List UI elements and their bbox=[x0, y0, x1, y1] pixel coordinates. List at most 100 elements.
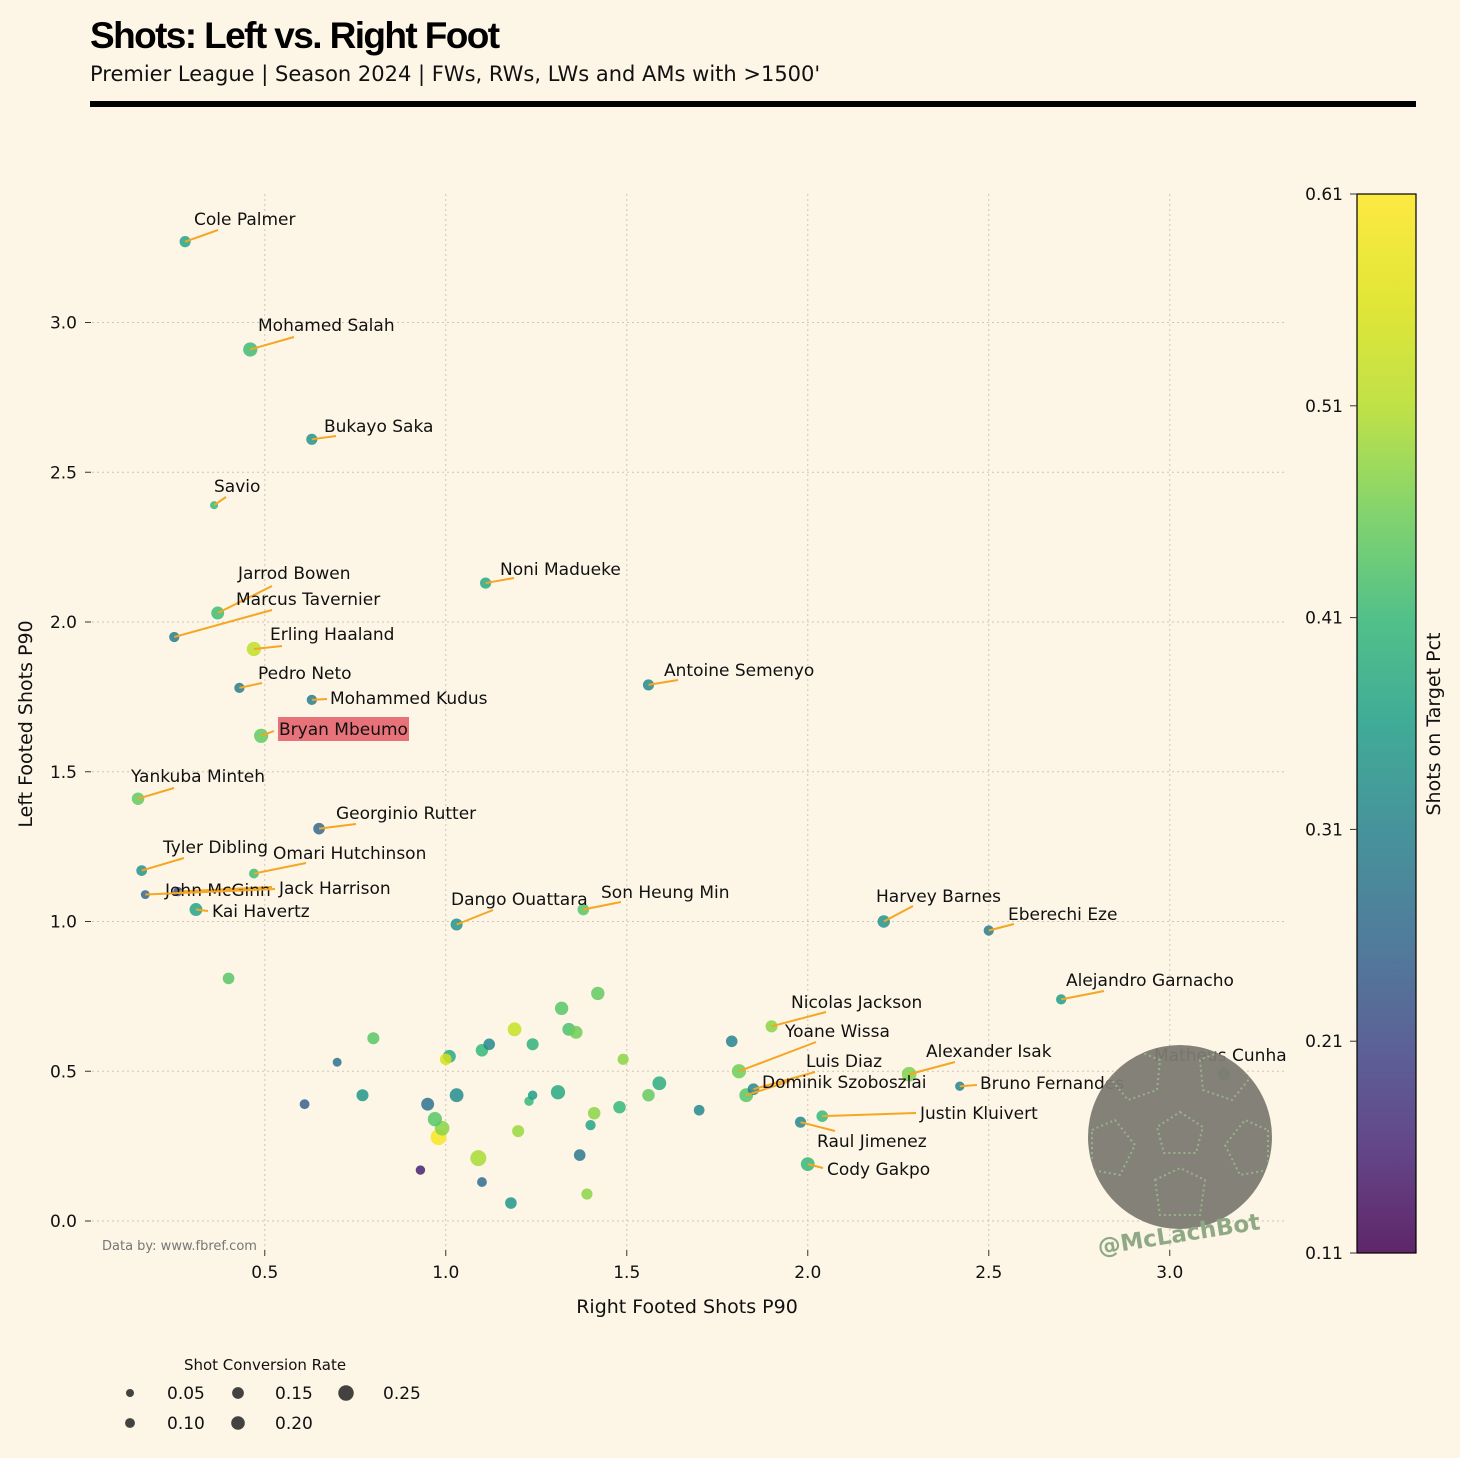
annotation-line bbox=[177, 886, 273, 893]
point-label: Jarrod Bowen bbox=[237, 564, 351, 584]
annotation-line bbox=[253, 645, 283, 650]
chart-title: Shots: Left vs. Right Foot bbox=[90, 15, 500, 56]
annotation-line bbox=[456, 909, 494, 926]
annotation-line bbox=[908, 1061, 956, 1076]
point-label: Son Heung Min bbox=[601, 883, 730, 903]
data-point bbox=[652, 1076, 667, 1091]
size-legend-marker bbox=[338, 1385, 354, 1401]
point-label: Mohamed Salah bbox=[258, 316, 395, 336]
data-point bbox=[332, 1057, 342, 1067]
colorbar-fill bbox=[1357, 194, 1416, 1253]
annotation-line bbox=[738, 1041, 817, 1073]
y-tick-label: 1.5 bbox=[50, 763, 77, 783]
point-label: Cole Palmer bbox=[194, 210, 296, 230]
x-axis-label: Right Footed Shots P90 bbox=[576, 1296, 798, 1318]
point-jarrod-bowen bbox=[211, 606, 225, 620]
point-label: Yoane Wissa bbox=[784, 1022, 890, 1042]
point-label: Bukayo Saka bbox=[324, 417, 433, 437]
colorbar-tick-label: 0.51 bbox=[1305, 397, 1343, 417]
point-label: Bryan Mbeumo bbox=[279, 720, 408, 740]
annotation-line bbox=[807, 1163, 824, 1169]
annotation-line bbox=[1060, 990, 1105, 1001]
colorbar: 0.11 0.21 0.31 0.41 0.51 0.61 Shots on Target… bbox=[1305, 185, 1445, 1264]
point-alexander-isak bbox=[901, 1066, 917, 1082]
point-label: Cody Gakpo bbox=[827, 1160, 930, 1180]
data-point bbox=[585, 1120, 596, 1131]
point-label: Savio bbox=[214, 477, 260, 497]
data-point bbox=[591, 986, 605, 1001]
data-point bbox=[299, 1099, 310, 1110]
point-label: Kai Havertz bbox=[212, 902, 310, 922]
y-tick-label: 0.5 bbox=[50, 1062, 77, 1082]
point-label: Marcus Tavernier bbox=[236, 590, 380, 610]
point-label: Harvey Barnes bbox=[876, 887, 1001, 907]
y-tick-label: 3.0 bbox=[50, 314, 77, 334]
data-point bbox=[526, 1038, 539, 1051]
colorbar-frame bbox=[1356, 193, 1417, 1254]
point-omari-hutchinson bbox=[248, 868, 259, 879]
point-label: Mohammed Kudus bbox=[330, 689, 488, 709]
annotation-line bbox=[988, 923, 1015, 932]
x-tick-label: 3.0 bbox=[1156, 1263, 1183, 1283]
point-bruno-fernandes bbox=[955, 1081, 965, 1091]
size-legend-items: 0.05 0.10 0.15 0.20 0.25 bbox=[125, 1384, 421, 1434]
y-axis-label: Left Footed Shots P90 bbox=[15, 620, 37, 827]
size-legend-marker bbox=[126, 1389, 134, 1397]
data-credit: Data by: www.fbref.com bbox=[102, 1239, 257, 1254]
annotation-line bbox=[141, 857, 185, 872]
annotation-line bbox=[771, 1011, 827, 1028]
data-point bbox=[427, 1112, 443, 1127]
point-label: Erling Haaland bbox=[270, 625, 394, 645]
x-tick-label: 1.5 bbox=[613, 1263, 640, 1283]
data-point bbox=[356, 1089, 369, 1102]
annotation-line bbox=[822, 1112, 917, 1118]
colorbar-ticks: 0.11 0.21 0.31 0.41 0.51 0.61 bbox=[1305, 185, 1357, 1264]
data-point bbox=[421, 1097, 435, 1111]
point-label: Justin Kluivert bbox=[919, 1104, 1038, 1124]
annotation-line bbox=[239, 682, 263, 689]
data-point bbox=[554, 1001, 569, 1016]
data-point bbox=[512, 1125, 525, 1138]
annotation-line bbox=[648, 679, 679, 686]
annotation-line bbox=[137, 787, 175, 800]
point-label: Antoine Semenyo bbox=[664, 661, 814, 681]
annotation-line bbox=[583, 901, 622, 911]
point-label: Nicolas Jackson bbox=[791, 993, 922, 1013]
axes: 0.5 1.0 1.5 2.0 2.5 3.0 0.0 0.5 1.0 1.5 2.0 2.5 3.0 R… bbox=[15, 314, 1183, 1319]
data-point bbox=[483, 1038, 496, 1051]
point-label: Eberechi Eze bbox=[1008, 905, 1117, 925]
size-legend-label: 0.05 bbox=[167, 1384, 205, 1404]
grid-lines bbox=[92, 194, 1284, 1250]
point-label: Pedro Neto bbox=[258, 664, 352, 684]
size-legend-label: 0.20 bbox=[275, 1414, 313, 1434]
annotation-line bbox=[217, 585, 273, 614]
point-label: Bruno Fernandes bbox=[980, 1074, 1124, 1094]
data-point bbox=[415, 1165, 426, 1175]
annotation-line bbox=[800, 1121, 836, 1132]
annotation-line bbox=[318, 823, 357, 830]
data-point bbox=[613, 1100, 626, 1114]
data-point bbox=[367, 1032, 380, 1045]
data-point bbox=[439, 1053, 452, 1066]
annotation-line bbox=[195, 908, 209, 912]
annotation-line bbox=[311, 435, 337, 441]
annotation-line bbox=[213, 496, 227, 507]
data-point bbox=[507, 1022, 522, 1037]
colorbar-tick-label: 0.61 bbox=[1305, 185, 1343, 205]
annotation-line bbox=[250, 336, 295, 351]
data-point bbox=[477, 1177, 487, 1187]
annotation-line bbox=[184, 229, 219, 243]
colorbar-tick-label: 0.21 bbox=[1305, 1032, 1343, 1052]
data-point bbox=[693, 1104, 705, 1116]
annotation-line bbox=[745, 1080, 791, 1097]
size-legend-marker bbox=[231, 1416, 245, 1430]
colorbar-tick-label: 0.11 bbox=[1305, 1244, 1343, 1264]
data-point bbox=[550, 1085, 566, 1100]
size-legend-label: 0.25 bbox=[383, 1384, 421, 1404]
x-tick-label: 2.5 bbox=[975, 1263, 1002, 1283]
data-point bbox=[505, 1197, 517, 1209]
size-legend-marker bbox=[125, 1418, 135, 1428]
y-tick-label: 2.0 bbox=[50, 613, 77, 633]
chart-subtitle: Premier League | Season 2024 | FWs, RWs,… bbox=[90, 62, 820, 87]
